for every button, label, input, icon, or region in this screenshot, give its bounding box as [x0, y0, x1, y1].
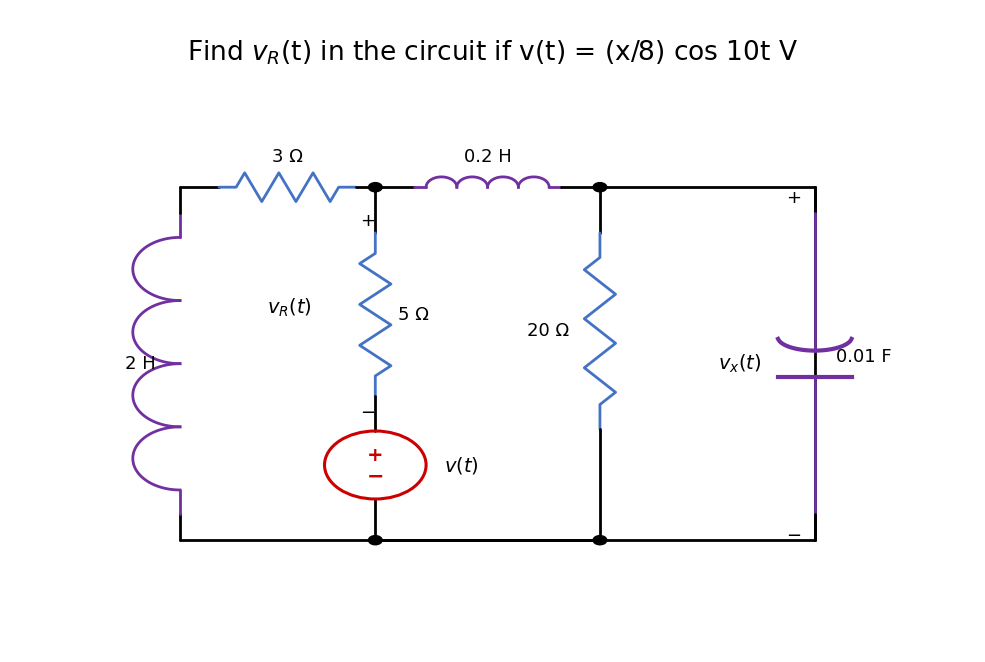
Text: −: −	[366, 467, 384, 487]
Circle shape	[593, 536, 607, 545]
Text: +: +	[367, 446, 383, 465]
Text: 0.01 F: 0.01 F	[836, 348, 891, 366]
Text: 3 Ω: 3 Ω	[272, 148, 302, 166]
Circle shape	[368, 536, 382, 545]
Text: +: +	[360, 213, 375, 230]
Text: +: +	[786, 189, 801, 207]
Text: −: −	[360, 404, 375, 422]
Text: $v(t)$: $v(t)$	[443, 455, 479, 475]
Text: 20 Ω: 20 Ω	[527, 322, 568, 340]
Text: 2 H: 2 H	[125, 355, 156, 373]
Text: $v_x(t)$: $v_x(t)$	[718, 353, 761, 375]
Circle shape	[368, 183, 382, 192]
Text: 5 Ω: 5 Ω	[398, 306, 428, 324]
Text: −: −	[786, 527, 801, 545]
Text: $v_R(t)$: $v_R(t)$	[267, 297, 312, 319]
Text: 0.2 H: 0.2 H	[464, 148, 511, 166]
Text: Find $v_R$(t) in the circuit if v(t) = (x/8) cos 10t V: Find $v_R$(t) in the circuit if v(t) = (…	[187, 39, 798, 68]
Circle shape	[593, 183, 607, 192]
